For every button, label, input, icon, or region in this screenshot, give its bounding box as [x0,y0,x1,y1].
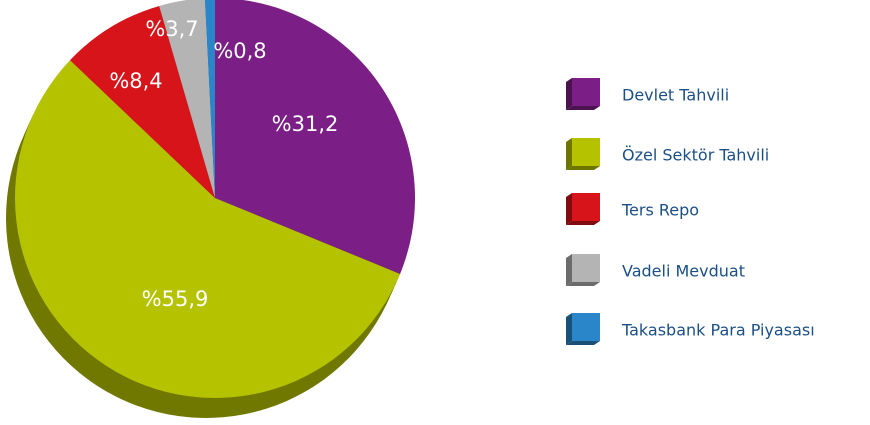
legend-swatch-bottom [566,221,600,225]
legend-swatch [572,138,600,166]
legend-swatch [572,313,600,341]
legend-swatch-side [566,138,572,170]
data-label: %55,9 [142,287,209,311]
legend-label: Devlet Tahvili [622,86,729,105]
legend-swatch-side [566,78,572,110]
legend-swatch-bottom [566,341,600,345]
slice [159,0,215,198]
legend-swatch [572,78,600,106]
legend-swatch-side [566,254,572,286]
legend-swatch [572,193,600,221]
legend-swatch-side [566,313,572,345]
data-label: %0,8 [213,39,266,63]
data-label: %31,2 [272,112,339,136]
legend-swatch [572,254,600,282]
data-label: %3,7 [145,17,198,41]
slice [15,60,401,398]
data-label: %8,4 [109,69,162,93]
legend-swatch-bottom [566,106,600,110]
legend-label: Ters Repo [621,201,699,220]
legend-swatch-bottom [566,166,600,170]
slice [70,5,216,198]
legend-swatch-side [566,193,572,225]
legend-label: Takasbank Para Piyasası [621,321,815,340]
legend-label: Vadeli Mevduat [622,262,745,281]
slice [215,0,415,274]
legend-label: Özel Sektör Tahvili [622,146,769,165]
slice [205,0,215,198]
legend-swatch-bottom [566,282,600,286]
